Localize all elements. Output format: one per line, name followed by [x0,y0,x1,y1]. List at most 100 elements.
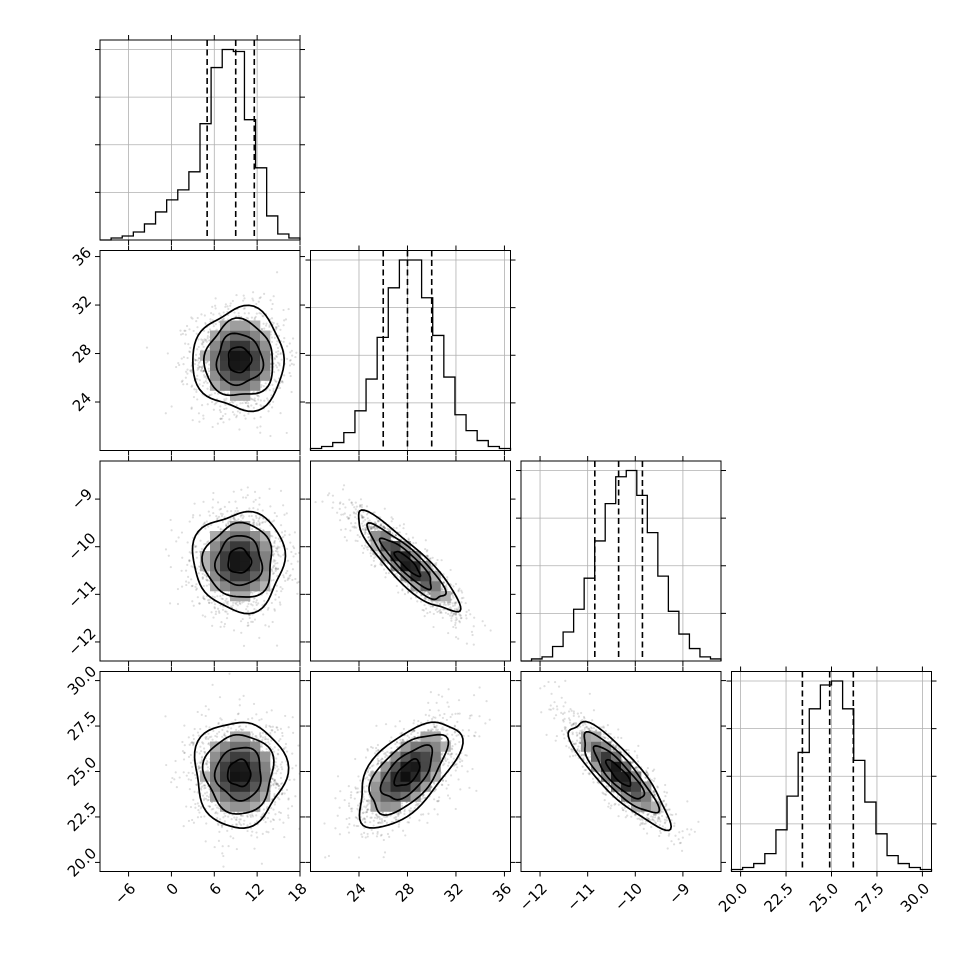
scatter-point [198,602,201,605]
scatter-point [450,583,453,586]
scatter-point [207,601,211,604]
scatter-panel [314,484,492,646]
scatter-point [438,611,442,614]
density-cell [240,340,251,351]
scatter-point [362,547,366,550]
scatter-point [269,330,273,333]
histogram-step [309,259,512,451]
scatter-point [203,573,206,577]
density-cell [240,370,251,381]
scatter-point [294,577,297,581]
scatter-point [213,606,216,609]
scatter-point [181,379,184,382]
scatter-point [304,361,306,363]
scatter-point [426,591,429,594]
scatter-point [202,596,205,600]
density-cell [260,370,271,381]
scatter-point [219,405,222,408]
histogram-panel [95,40,305,241]
scatter-point [246,610,250,613]
scatter-point [252,299,255,302]
scatter-point [236,604,239,607]
scatter-point [221,414,225,418]
scatter-point [460,589,463,592]
scatter-point [223,505,226,508]
scatter-point [206,541,209,544]
scatter-point [371,553,375,556]
density-cell [260,531,271,542]
scatter-point [212,408,215,411]
scatter-point [341,488,345,491]
histogram-step [730,680,933,872]
scatter-point [269,505,272,508]
scatter-point [188,551,191,554]
scatter-point [276,550,279,553]
scatter-point [254,402,257,406]
panel-frame [310,250,511,451]
scatter-point [449,606,452,609]
y-tick-label: 32 [69,292,95,318]
scatter-point [197,412,201,415]
scatter-point [243,307,246,310]
scatter-point [197,357,200,360]
scatter-point [244,401,247,404]
scatter-point [201,370,204,373]
scatter-point [218,508,221,511]
scatter-point [195,332,198,335]
scatter-point [203,543,206,546]
scatter-point [385,572,388,575]
scatter-point [205,377,208,380]
scatter-point [170,529,173,532]
scatter-point [276,346,280,350]
scatter-point [343,512,346,515]
scatter-point [273,511,276,515]
scatter-point [214,297,217,300]
density-cell [220,581,231,592]
scatter-point [353,526,356,529]
scatter-point [253,399,256,402]
scatter-point [273,608,276,611]
scatter-point [390,516,393,519]
scatter-point [275,326,278,329]
scatter-point [197,338,200,341]
scatter-point [231,299,235,303]
scatter-point [398,575,401,579]
scatter-point [439,602,442,605]
scatter-point [207,510,210,513]
scatter-point [450,593,453,596]
scatter-point [289,541,292,544]
scatter-point [344,528,347,531]
scatter-point [205,584,209,587]
histogram-panel [516,461,726,662]
panel-frame [731,671,932,872]
scatter-point [372,526,376,530]
scatter-point [442,573,445,576]
scatter-point [145,346,149,349]
scatter-point [224,412,227,416]
scatter-point [464,601,467,605]
density-cell [220,330,231,341]
scatter-point [207,540,210,543]
scatter-point [288,533,291,536]
scatter-point [224,403,227,406]
scatter-point [192,329,195,333]
scatter-point [426,549,429,552]
scatter-point [382,568,386,571]
scatter-point [270,601,273,605]
scatter-point [436,558,439,562]
scatter-point [426,555,430,558]
density-cell [260,350,271,361]
scatter-point [286,559,290,562]
x-tick-label: 30.0 [897,880,933,916]
scatter-point [180,569,183,572]
scatter-point [226,612,229,615]
scatter-point [398,524,401,527]
scatter-point [275,547,278,550]
scatter-point [219,417,222,420]
density-cell [230,370,241,381]
scatter-point [271,406,274,409]
scatter-point [374,564,377,567]
scatter-point [281,587,284,590]
scatter-point [264,382,267,385]
scatter-point [191,419,194,422]
